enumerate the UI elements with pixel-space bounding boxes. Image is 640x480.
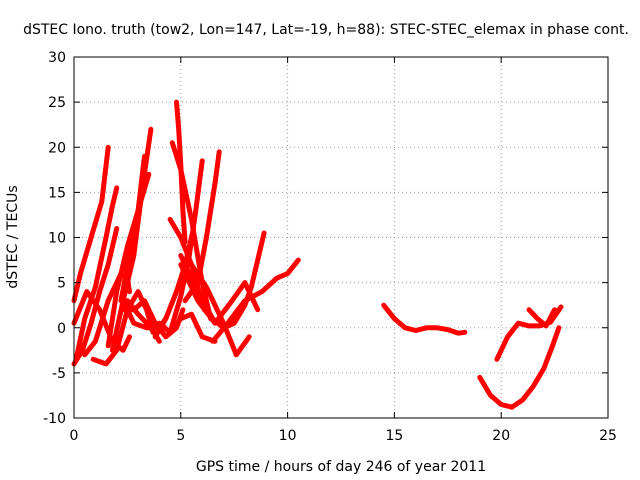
chart-title: dSTEC Iono. truth (tow2, Lon=147, Lat=-1… [23,22,629,38]
series-line-21 [146,311,218,344]
y-axis-label: dSTEC / TECUs [5,185,21,288]
series-line-27 [526,307,558,329]
y-tick-label: 10 [48,231,66,247]
x-tick-label: 25 [599,428,617,444]
axis-ticks: 0 5 10 15 20 25 -10 -5 0 5 10 15 20 25 30 [43,50,617,444]
series-line-22 [178,262,261,326]
y-tick-label: -10 [43,411,66,427]
y-tick-label: 25 [48,95,66,111]
series-line-23 [210,257,301,344]
series-line-15 [174,99,188,245]
y-tick-label: 15 [48,185,66,201]
series-line-8 [118,153,147,304]
series-layer [71,99,564,410]
y-tick-label: -5 [52,366,66,382]
y-tick-label: 5 [57,276,66,292]
series-line-20 [189,262,252,358]
series-line-17 [167,158,205,335]
x-axis-label: GPS time / hours of day 246 of year 2011 [196,459,486,475]
x-tick-label: 5 [176,428,185,444]
series-line-24 [381,302,468,336]
y-tick-label: 30 [48,50,66,66]
series-line-4 [71,289,132,353]
x-tick-label: 0 [70,428,79,444]
x-tick-label: 15 [385,428,403,444]
x-tick-label: 10 [279,428,297,444]
y-tick-label: 20 [48,140,66,156]
series-line-25 [477,325,562,410]
series-line-14 [169,140,214,322]
grid [74,57,608,418]
series-line-3 [73,185,120,362]
x-tick-label: 20 [492,428,510,444]
y-tick-label: 0 [57,321,66,337]
